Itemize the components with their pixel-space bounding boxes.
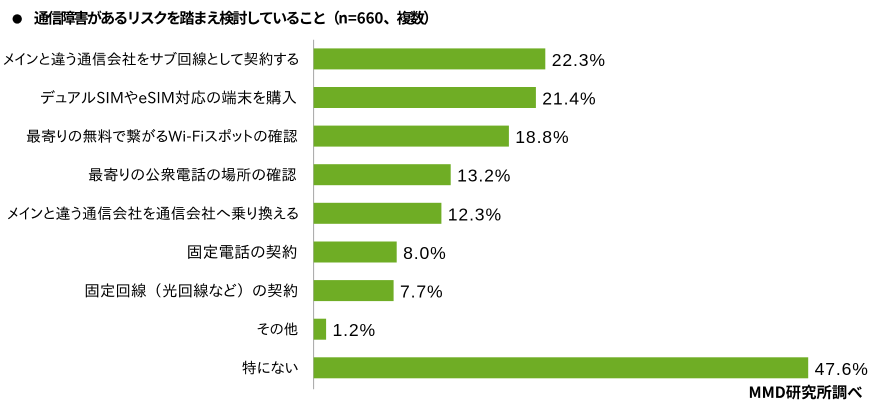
svg-text:13.2%: 13.2% xyxy=(457,166,511,186)
svg-text:12.3%: 12.3% xyxy=(448,204,502,224)
svg-text:7.7%: 7.7% xyxy=(400,282,444,302)
svg-text:47.6%: 47.6% xyxy=(815,359,869,379)
svg-text:21.4%: 21.4% xyxy=(542,89,596,109)
svg-text:1.2%: 1.2% xyxy=(333,320,377,340)
svg-text:18.8%: 18.8% xyxy=(515,127,569,147)
svg-text:8.0%: 8.0% xyxy=(403,243,447,263)
svg-text:22.3%: 22.3% xyxy=(552,50,606,70)
